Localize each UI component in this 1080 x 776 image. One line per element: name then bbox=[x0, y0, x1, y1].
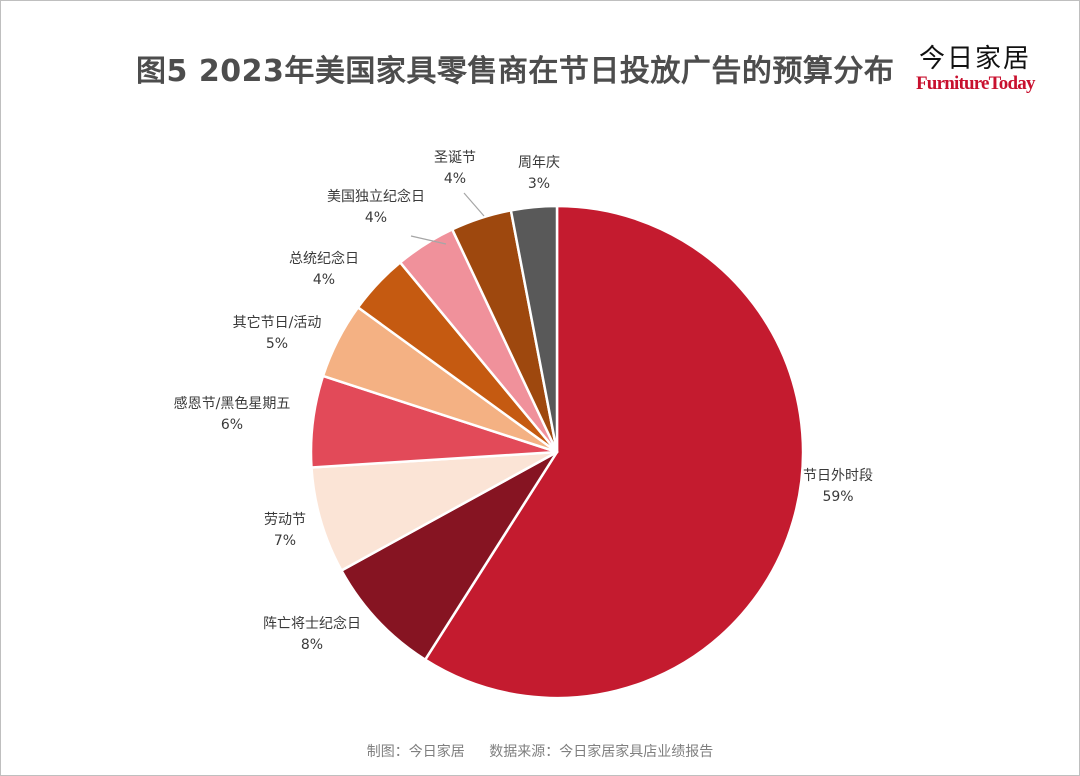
pie-slice bbox=[509, 204, 559, 454]
brand-name-cn: 今日家居 bbox=[918, 44, 1031, 74]
slice-value-label: 3% bbox=[528, 176, 550, 192]
slice-label: 其它节日/活动 bbox=[233, 314, 322, 331]
slice-label: 总统纪念日 bbox=[289, 250, 359, 267]
leader-line bbox=[410, 235, 447, 245]
slice-label: 圣诞节 bbox=[434, 150, 476, 166]
slice-value-label: 4% bbox=[365, 210, 387, 226]
chart-credit: 制图：今日家居 bbox=[366, 744, 465, 760]
slice-value-label: 4% bbox=[313, 272, 335, 288]
slice-value-label: 8% bbox=[301, 637, 323, 653]
brand-name-en: FurnitureToday bbox=[916, 73, 1035, 94]
slice-value-label: 5% bbox=[266, 336, 288, 352]
slice-label: 美国独立纪念日 bbox=[327, 188, 425, 205]
slice-value-label: 59% bbox=[822, 489, 853, 505]
slice-label: 劳动节 bbox=[264, 512, 306, 528]
pie-slice bbox=[423, 204, 805, 700]
slice-label: 节日外时段 bbox=[803, 468, 873, 484]
data-source: 数据来源：今日家居家具店业绩报告 bbox=[489, 744, 714, 760]
slice-label: 感恩节/黑色星期五 bbox=[174, 395, 291, 412]
chart-title: 图5 2023年美国家具零售商在节日投放广告的预算分布 bbox=[136, 54, 895, 89]
brand-logo: 今日家居 FurnitureToday bbox=[916, 44, 1035, 94]
source-note: 制图：今日家居 数据来源：今日家居家具店业绩报告 bbox=[0, 741, 1080, 761]
pie-slice bbox=[310, 450, 559, 572]
pie-slice bbox=[340, 450, 559, 661]
slice-value-label: 6% bbox=[221, 417, 243, 433]
slice-value-label: 4% bbox=[444, 171, 466, 187]
slice-label: 周年庆 bbox=[518, 155, 560, 171]
slice-value-label: 7% bbox=[274, 533, 296, 549]
slice-label: 阵亡将士纪念日 bbox=[263, 615, 361, 632]
leader-line bbox=[463, 192, 485, 217]
